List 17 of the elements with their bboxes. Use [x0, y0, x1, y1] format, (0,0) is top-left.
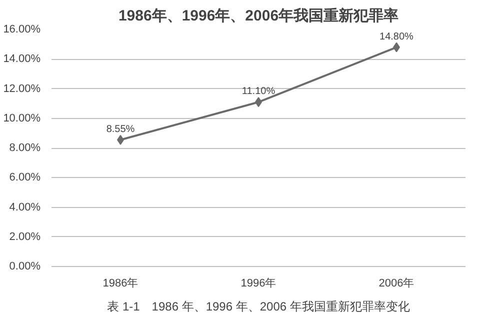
- y-tick-label: 16.00%: [3, 24, 41, 36]
- y-tick-label: 14.00%: [3, 53, 41, 66]
- data-label: 8.55%: [106, 124, 135, 135]
- x-tick-label: 1986年: [102, 278, 138, 290]
- text: 表 1-1 1986 年、1996 年、2006 年我国重新犯罪率变化: [107, 300, 410, 314]
- y-tick-label: 8.00%: [9, 142, 41, 154]
- y-tick-label: 2.00%: [9, 230, 41, 243]
- x-tick-label: 1996年: [240, 278, 276, 290]
- y-tick-label: 0.00%: [9, 260, 41, 272]
- x-tick-label: 2006年: [378, 278, 414, 290]
- data-label: 11.10%: [242, 86, 276, 98]
- chart-title: 1986年、1996年、2006年我国重新犯罪率: [118, 6, 399, 24]
- data-label: 14.80%: [380, 31, 414, 42]
- y-tick-label: 4.00%: [9, 201, 41, 214]
- y-tick-label: 6.00%: [9, 172, 41, 184]
- y-tick-label: 10.00%: [3, 112, 41, 124]
- y-tick-label: 12.00%: [3, 82, 41, 95]
